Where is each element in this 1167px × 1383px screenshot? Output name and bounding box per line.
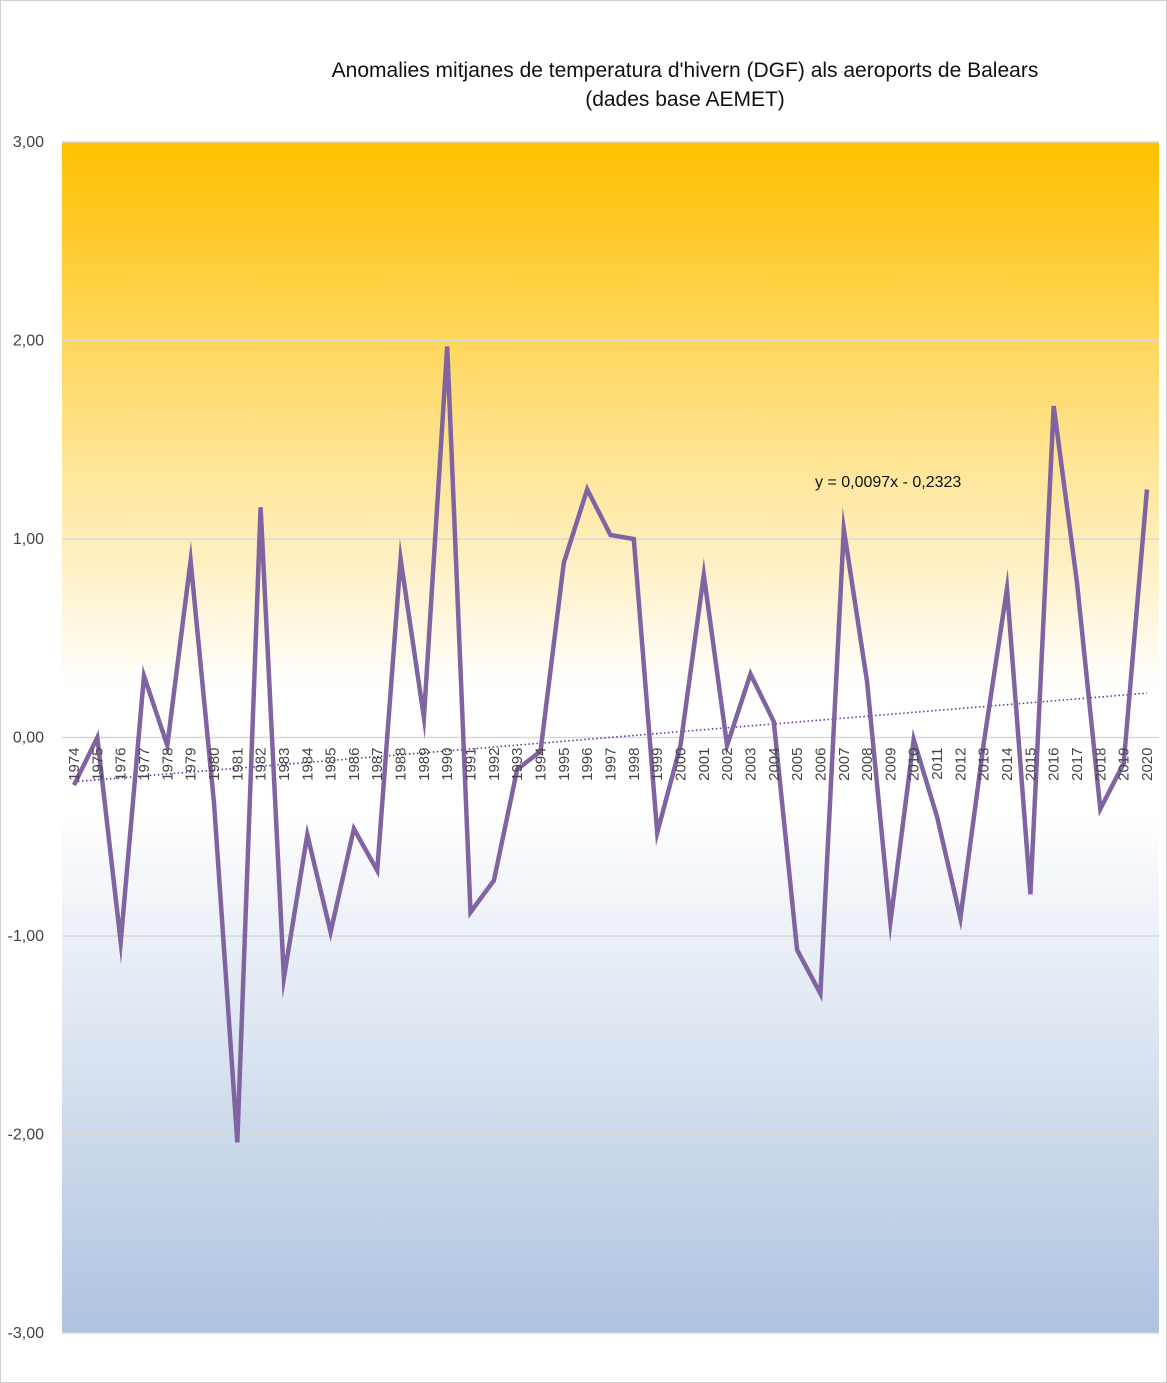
x-tick-label: 2019 — [1116, 748, 1133, 781]
y-tick-label: 2,00 — [13, 333, 44, 350]
x-tick-label: 1999 — [649, 748, 666, 781]
y-tick-label: 0,00 — [13, 730, 44, 747]
y-tick-label: -3,00 — [8, 1325, 45, 1342]
trendline-equation: y = 0,0097x - 0,2323 — [815, 474, 961, 491]
x-tick-label: 2018 — [1092, 748, 1109, 781]
y-tick-label: -2,00 — [8, 1127, 45, 1144]
y-axis: -3,00 -2,00 -1,00 0,00 1,00 2,00 3,00 — [8, 134, 45, 1342]
x-tick-label: 1987 — [369, 748, 386, 781]
chart-title: Anomalies mitjanes de temperatura d'hive… — [331, 59, 1039, 82]
x-tick-label: 1989 — [416, 748, 433, 781]
x-tick-label: 2009 — [882, 748, 899, 781]
x-tick-label: 1980 — [206, 748, 223, 781]
x-tick-label: 1979 — [183, 748, 200, 781]
chart-subtitle: (dades base AEMET) — [585, 88, 785, 111]
x-tick-label: 2016 — [1046, 748, 1063, 781]
x-tick-label: 1981 — [229, 748, 246, 781]
x-tick-label: 1997 — [603, 748, 620, 781]
x-tick-label: 2001 — [696, 748, 713, 781]
x-tick-label: 2011 — [929, 748, 946, 780]
x-tick-label: 1974 — [66, 748, 83, 781]
x-tick-label: 2004 — [766, 748, 783, 781]
x-tick-label: 2012 — [952, 748, 969, 781]
x-axis: 1974 1975 1976 1977 1978 1979 1980 1981 1982 1983… — [66, 748, 1156, 781]
trendline-line — [73, 692, 1148, 783]
x-tick-label: 2013 — [976, 748, 993, 781]
x-tick-label: 1993 — [509, 748, 526, 781]
trendline — [73, 692, 1148, 783]
x-tick-label: 1992 — [486, 748, 503, 781]
x-tick-label: 2014 — [999, 748, 1016, 781]
x-tick-label: 1983 — [276, 748, 293, 781]
x-tick-label: 1977 — [136, 748, 153, 781]
x-tick-label: 2017 — [1069, 748, 1086, 781]
x-tick-label: 2000 — [672, 748, 689, 781]
x-tick-label: 1990 — [439, 748, 456, 781]
x-tick-label: 2006 — [812, 748, 829, 781]
x-tick-label: 2002 — [719, 748, 736, 781]
x-tick-label: 1988 — [393, 748, 410, 781]
x-tick-label: 2005 — [789, 748, 806, 781]
x-tick-label: 2010 — [906, 748, 923, 781]
x-tick-label: 1975 — [89, 748, 106, 781]
x-tick-label: 1998 — [626, 748, 643, 781]
y-tick-label: 1,00 — [13, 531, 44, 548]
x-tick-label: 1982 — [253, 748, 270, 781]
x-tick-label: 2015 — [1022, 748, 1039, 781]
x-tick-label: 1994 — [533, 748, 550, 781]
x-tick-label: 1995 — [556, 748, 573, 781]
y-tick-label: -1,00 — [8, 928, 45, 945]
x-tick-label: 1978 — [159, 748, 176, 781]
x-tick-label: 1996 — [579, 748, 596, 781]
x-tick-label: 2003 — [742, 748, 759, 781]
x-tick-label: 2020 — [1139, 748, 1156, 781]
series-line — [71, 346, 1150, 1143]
x-tick-label: 1986 — [346, 748, 363, 781]
x-tick-label: 1976 — [113, 748, 130, 781]
data-series — [71, 346, 1150, 1143]
y-tick-label: 3,00 — [13, 134, 44, 151]
chart-title-block: Anomalies mitjanes de temperatura d'hive… — [130, 56, 1167, 114]
x-tick-label: 1985 — [323, 748, 340, 781]
x-tick-label: 1991 — [463, 748, 480, 781]
x-tick-label: 2007 — [836, 748, 853, 781]
x-tick-label: 2008 — [859, 748, 876, 781]
x-tick-label: 1984 — [299, 748, 316, 781]
